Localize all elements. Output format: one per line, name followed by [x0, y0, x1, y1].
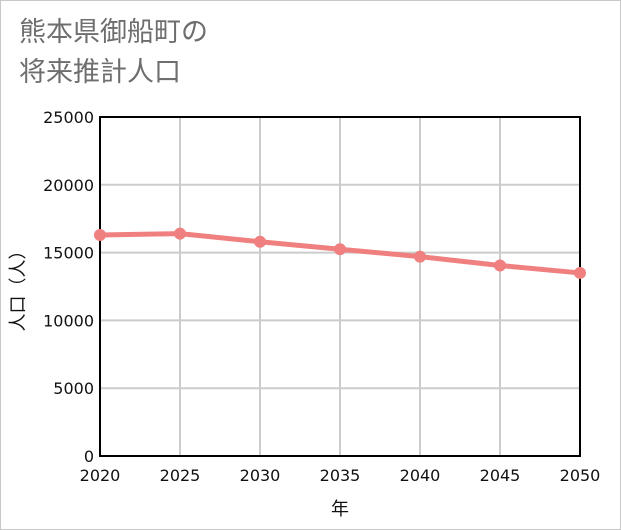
chart-title: 熊本県御船町の 将来推計人口 — [19, 17, 208, 88]
x-tick-labels: 2020 2025 2030 2035 2040 2045 2050 — [80, 466, 601, 485]
series-population — [94, 227, 586, 279]
y-tick-label: 20000 — [43, 176, 94, 195]
data-point — [94, 228, 106, 241]
y-tick-label: 5000 — [53, 379, 94, 398]
x-axis-label: 年 — [331, 499, 349, 520]
y-tick-label: 10000 — [43, 311, 94, 330]
x-tick-label: 2045 — [480, 466, 521, 485]
data-point — [414, 250, 426, 263]
x-tick-label: 2025 — [160, 466, 201, 485]
x-tick-label: 2040 — [400, 466, 441, 485]
x-tick-label: 2050 — [560, 466, 601, 485]
y-tick-labels: 0 5000 10000 15000 20000 25000 — [43, 108, 94, 466]
data-point — [254, 235, 266, 248]
x-tick-label: 2035 — [320, 466, 361, 485]
y-tick-label: 0 — [84, 447, 94, 466]
grid — [99, 116, 581, 457]
x-tick-label: 2020 — [80, 466, 121, 485]
y-axis-label: 人口（人） — [8, 242, 29, 332]
y-tick-label: 15000 — [43, 244, 94, 263]
data-point — [174, 227, 186, 240]
data-point — [334, 243, 346, 256]
y-tick-label: 25000 — [43, 108, 94, 127]
plot-area-border — [99, 116, 581, 457]
data-point — [494, 259, 506, 272]
x-tick-label: 2030 — [240, 466, 281, 485]
data-point — [574, 266, 586, 279]
